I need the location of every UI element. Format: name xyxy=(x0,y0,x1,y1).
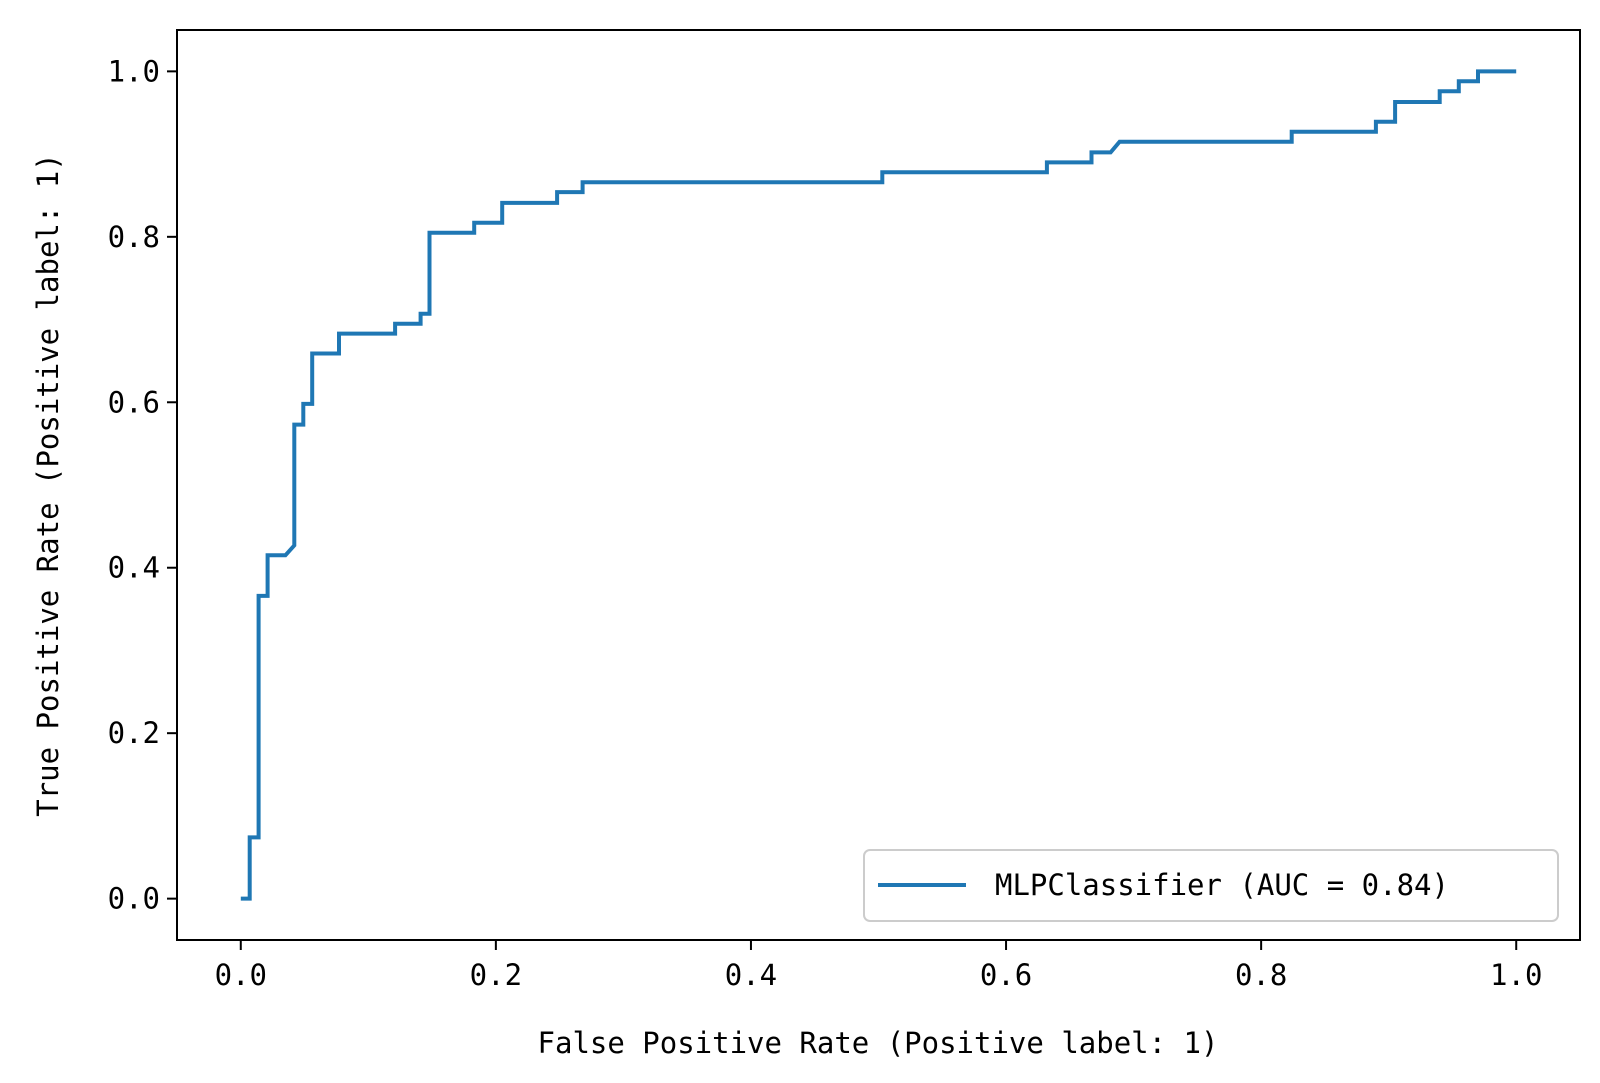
roc-curve-line xyxy=(240,69,1517,901)
plot-area xyxy=(177,30,1580,940)
y-tick-label: 0.0 xyxy=(108,882,160,916)
x-tick-label: 0.6 xyxy=(980,958,1032,992)
y-tick-label: 0.8 xyxy=(108,220,160,254)
x-tick-label: 0.8 xyxy=(1235,958,1287,992)
y-tick-label: 0.2 xyxy=(108,716,160,750)
x-axis-label: False Positive Rate (Positive label: 1) xyxy=(538,1026,1219,1060)
x-tick-label: 0.0 xyxy=(215,958,267,992)
x-tick-label: 0.2 xyxy=(470,958,522,992)
y-tick-label: 1.0 xyxy=(108,54,160,88)
legend: MLPClassifier (AUC = 0.84) xyxy=(863,849,1559,922)
y-axis-label: True Positive Rate (Positive label: 1) xyxy=(31,153,65,816)
x-tick-label: 1.0 xyxy=(1490,958,1542,992)
legend-box xyxy=(863,849,1559,922)
x-tick-label: 0.4 xyxy=(725,958,777,992)
y-tick-label: 0.6 xyxy=(108,385,160,419)
y-tick-label: 0.4 xyxy=(108,551,160,585)
legend-label: MLPClassifier (AUC = 0.84) xyxy=(995,868,1449,902)
series-layer xyxy=(240,69,1517,901)
plot-frame xyxy=(176,29,1581,941)
y-axis: 0.0 0.2 0.4 0.6 0.8 1.0 xyxy=(108,54,177,916)
x-axis: 0.0 0.2 0.4 0.6 0.8 1.0 xyxy=(215,940,1542,992)
